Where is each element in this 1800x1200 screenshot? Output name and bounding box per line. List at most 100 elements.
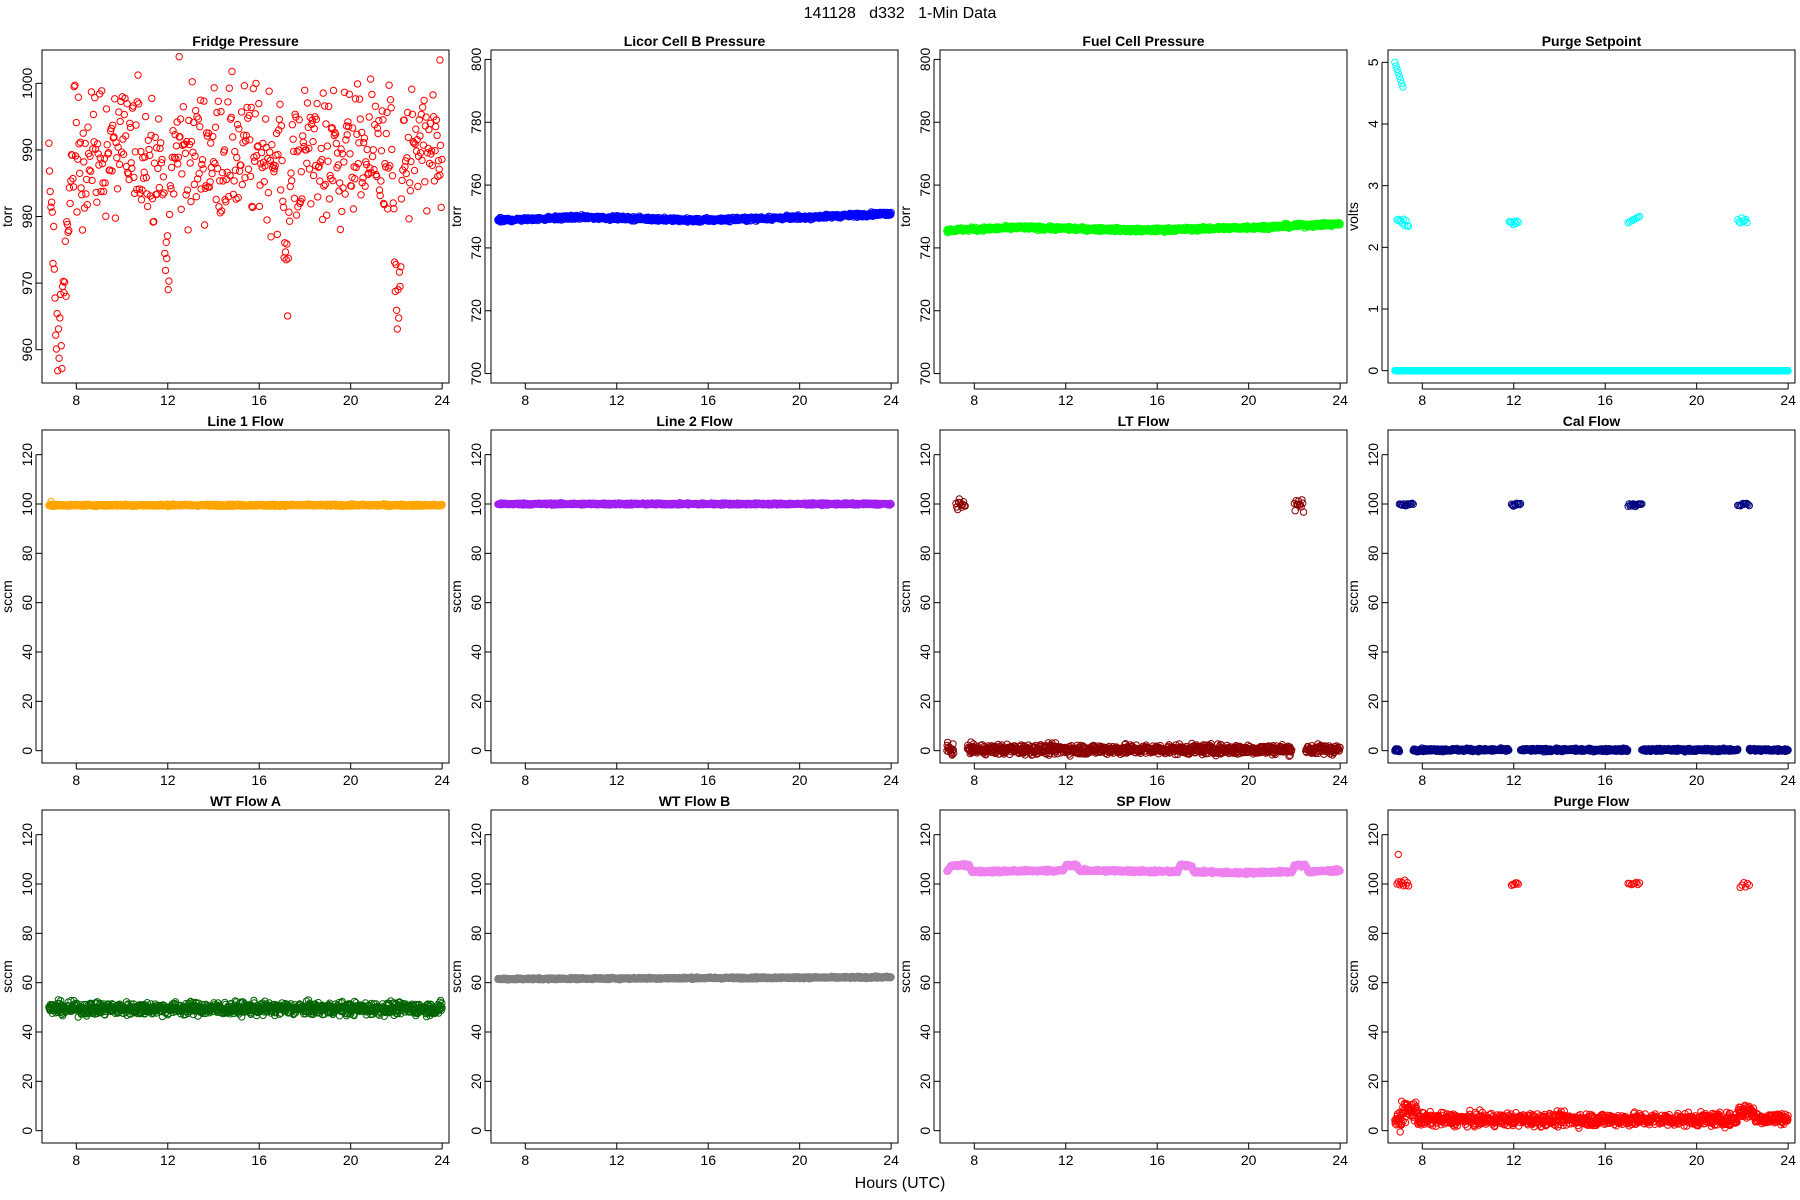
data-point [373, 124, 382, 132]
data-point [267, 233, 275, 241]
data-point [238, 180, 247, 189]
data-point [123, 100, 131, 108]
data-point [154, 164, 162, 173]
data-point [353, 80, 362, 88]
data-point [82, 190, 90, 198]
data-point [100, 187, 108, 196]
data-point [315, 162, 323, 171]
data-point [369, 146, 377, 154]
data-point [279, 197, 287, 206]
data-point [887, 208, 895, 217]
data-point [283, 312, 292, 320]
data-point [125, 175, 133, 184]
data-point [231, 166, 240, 174]
data-point [89, 145, 97, 153]
data-point [89, 110, 98, 119]
data-point [184, 226, 192, 234]
data-point [210, 84, 218, 92]
data-point [285, 208, 293, 216]
data-point [218, 207, 226, 215]
data-point [384, 205, 392, 213]
data-point [135, 100, 143, 108]
data-point [427, 147, 436, 155]
data-point [393, 325, 401, 333]
plot-frame [41, 429, 450, 764]
data-point [379, 199, 388, 208]
data-point [120, 110, 129, 119]
data-point [320, 182, 328, 190]
data-point [382, 129, 390, 138]
data-point [377, 147, 386, 155]
data-point [362, 158, 370, 166]
data-point [436, 141, 445, 150]
data-point [279, 203, 288, 212]
data-point [349, 205, 358, 213]
data-point [1513, 217, 1521, 226]
data-point [146, 151, 154, 160]
data-point [361, 182, 369, 190]
data-point [299, 132, 307, 140]
y-tick-label: 5 [1365, 58, 1381, 66]
y-tick-label: 20 [19, 693, 35, 709]
data-point [205, 183, 214, 191]
data-point [74, 155, 82, 163]
data-point [186, 159, 194, 167]
data-point [244, 165, 253, 173]
data-point [230, 177, 238, 185]
data-point [412, 147, 421, 155]
data-point [77, 184, 85, 192]
data-point [423, 149, 432, 157]
data-point [187, 197, 195, 206]
data-point [220, 146, 229, 154]
data-point [363, 145, 371, 154]
data-point [113, 185, 122, 193]
data-point [284, 254, 292, 262]
data-point [344, 122, 353, 131]
data-point [181, 140, 189, 148]
y-tick-label: 740 [468, 236, 484, 260]
data-points [494, 208, 895, 226]
data-point [430, 177, 439, 185]
data-point [375, 186, 384, 194]
data-point [436, 56, 444, 64]
data-point [429, 91, 437, 99]
data-point [87, 167, 95, 175]
data-point [75, 140, 83, 148]
data-point [344, 118, 352, 126]
data-point [169, 127, 177, 135]
data-point [164, 285, 172, 294]
x-tick-label: 12 [609, 392, 625, 408]
y-tick-label: 1 [1365, 305, 1381, 313]
data-point [86, 152, 94, 160]
data-point [54, 325, 63, 333]
data-point [189, 148, 197, 157]
data-point [160, 189, 168, 197]
data-point [323, 211, 331, 219]
data-point [310, 125, 318, 133]
data-point [291, 110, 299, 119]
data-point [218, 169, 227, 177]
data-point [137, 196, 146, 204]
data-point [408, 110, 417, 119]
data-point [261, 115, 270, 123]
data-point [134, 71, 142, 79]
data-point [178, 170, 186, 178]
data-point [67, 177, 75, 185]
data-point [395, 314, 403, 322]
y-tick-label: 990 [19, 138, 35, 162]
data-point [345, 90, 353, 98]
data-point [189, 118, 198, 127]
data-point [1743, 218, 1751, 227]
y-axis-label: torr [0, 206, 15, 227]
panel-title: Line 1 Flow [207, 413, 283, 429]
data-point [54, 367, 62, 375]
data-point [179, 103, 188, 111]
data-point [260, 178, 268, 186]
data-point [165, 277, 173, 285]
data-point [192, 193, 201, 201]
data-point [61, 237, 70, 245]
x-tick-label: 16 [251, 772, 267, 788]
x-tick-label: 20 [343, 772, 359, 788]
